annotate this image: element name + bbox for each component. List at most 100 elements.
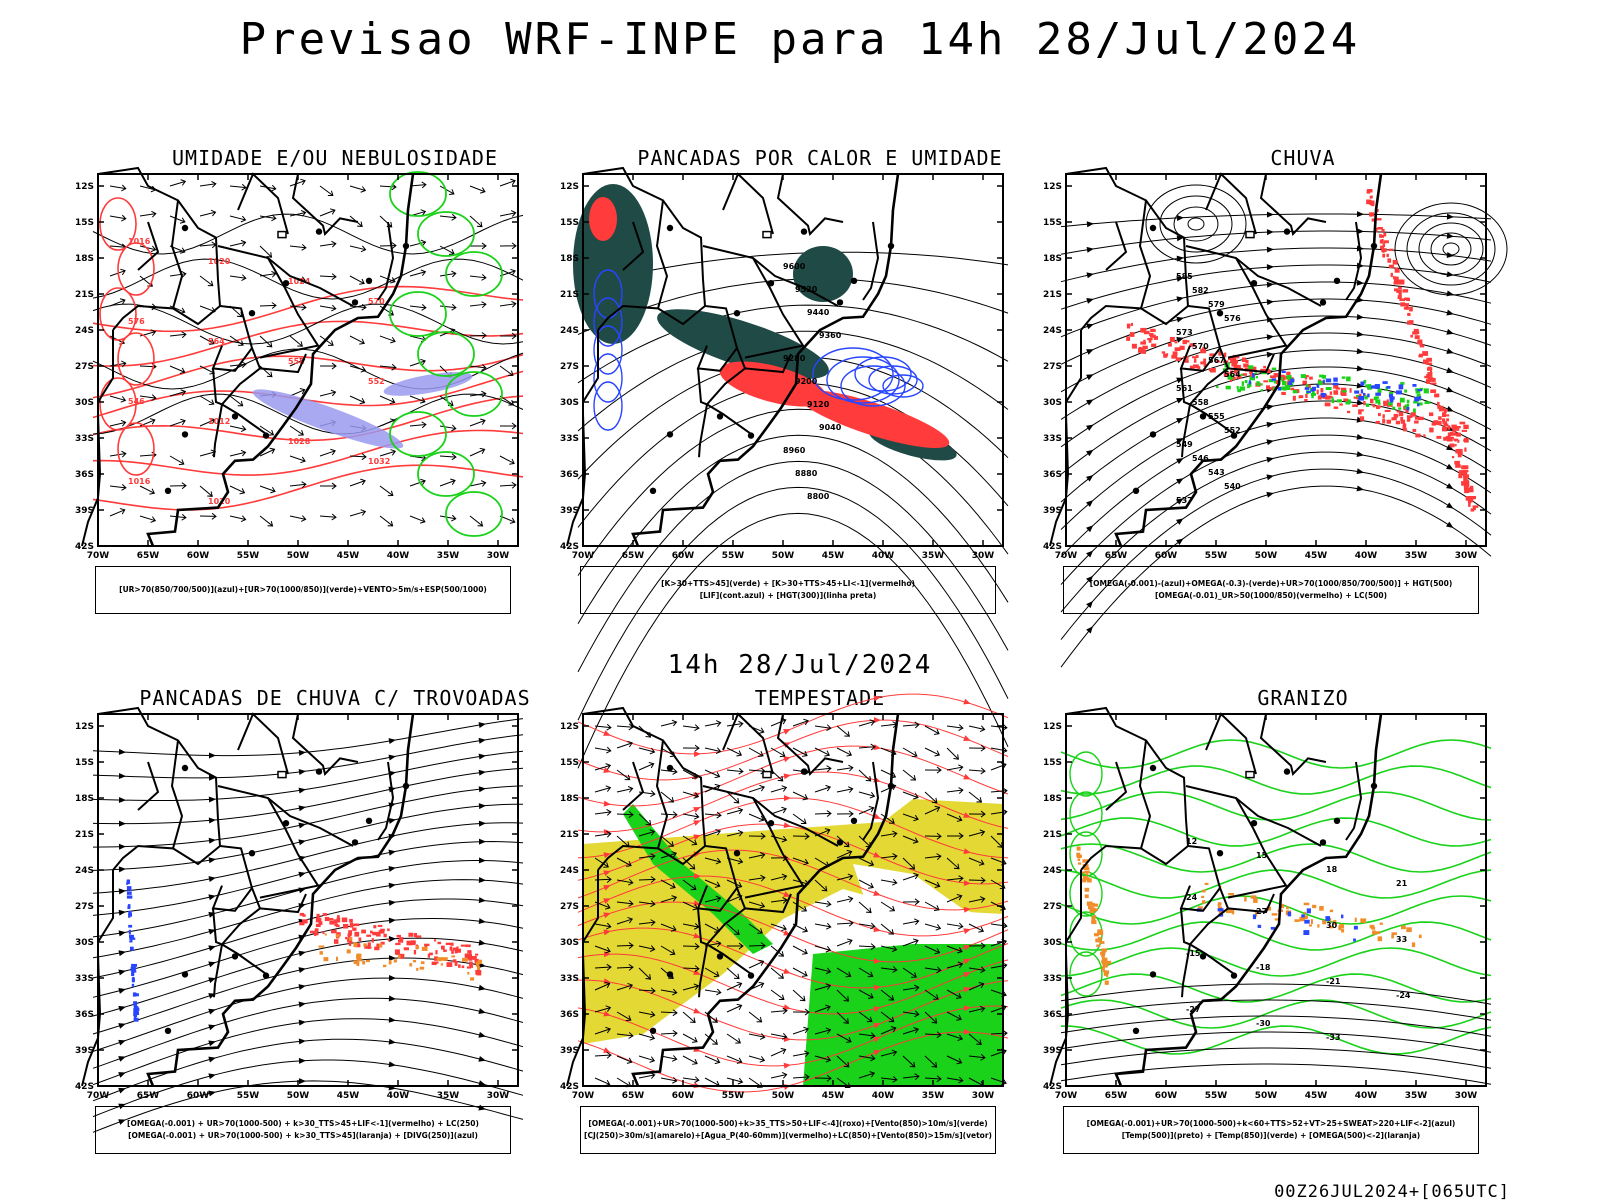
border-line [776,173,844,237]
flow-arrow [873,926,881,933]
omega-speckle [1321,394,1326,398]
wind-arrow [409,515,426,524]
storm-speckle [353,960,360,965]
flow-arrow [298,822,306,829]
omega-speckle [1363,379,1367,384]
flow-arrow [1086,626,1093,634]
rain-speckle [1463,424,1469,430]
lif-contour [840,365,906,407]
omega-speckle [1373,397,1378,401]
wind-vector [990,723,1008,731]
rain-speckle [1341,393,1347,396]
wind-arrow [349,509,367,517]
omega-speckle [1271,378,1277,381]
lake-spot [800,768,808,775]
storm-speckle [435,950,438,955]
omega-speckle [1358,396,1365,401]
lat-tick-label: 27S [1043,902,1062,912]
omega-speckle [1415,388,1419,392]
border-line [862,221,880,301]
wind-arrow [289,388,306,397]
lon-tick-label: 40W [1355,551,1378,561]
omega-speckle [1288,381,1293,386]
storm-speckle [398,939,404,943]
omega-speckle [1083,867,1090,871]
flow-arrow [388,1038,396,1045]
omega-speckle [1385,386,1388,392]
flow-arrow [603,730,611,736]
border-line [259,797,320,899]
lon-tick-label: 30W [487,551,510,561]
wind-vector [858,719,876,727]
wind-arrow [229,395,244,407]
wind-vector [660,1055,678,1062]
rain-speckle [1320,388,1324,393]
rain-speckle [1144,330,1150,335]
lat-tick-label: 15S [560,758,579,768]
streamline [92,937,524,1017]
humidity-contour [417,211,475,257]
rain-speckle [1189,343,1196,347]
storm-speckle [462,957,468,962]
legend-line: [OMEGA(-0.001)+UR>70(1000-500)+k>35_TTS>… [588,1119,988,1128]
wind-arrow [229,449,247,457]
lif-contour [882,374,924,398]
hgt-contour [1060,213,1492,228]
wind-vector [858,922,876,930]
coastline [1114,713,1383,1087]
storm-speckle [376,932,381,937]
divergence-speckle [128,913,131,918]
border-line [1345,221,1363,301]
border-line [744,257,805,359]
wind-vector [902,1010,920,1018]
wind-arrow [259,245,273,258]
flow-arrow [963,812,971,818]
wind-vector [814,784,831,793]
flow-arrow [603,767,611,774]
teal-area [793,246,853,302]
wind-arrow [199,485,213,497]
wind-vector [836,895,854,903]
rain-speckle [1386,253,1389,258]
omega-speckle [1082,878,1087,883]
storm-speckle [367,942,371,946]
storm-speckle [365,946,372,949]
storm-speckle [302,919,308,924]
lif-contour [854,356,912,392]
contour-label: 15 [1256,851,1268,860]
wind-vector [638,967,652,980]
lon-tick-label: 70W [1055,551,1078,561]
omega-speckle [1299,916,1305,922]
wind-arrow [319,208,336,217]
rain-speckle [1197,366,1201,370]
flow-arrow [874,717,881,724]
omega-speckle [1254,372,1257,375]
storm-speckle [451,955,456,958]
rain-speckle [1443,423,1449,427]
rain-speckle [1451,424,1457,430]
rain-speckle [1381,228,1385,233]
omega-speckle [1375,399,1381,404]
omega-speckle [1241,381,1244,386]
omega-speckle [1105,960,1112,965]
rain-speckle [1380,245,1385,249]
lon-tick-label: 65W [137,551,160,561]
wind-arrow [409,395,426,404]
legend-line: [LIF](cont.azul) + [HGT(300)](linha pret… [699,591,877,600]
lake-spot [850,277,858,284]
vortex-line [1430,232,1472,266]
lake-spot [887,782,895,790]
divergence-speckle [128,924,133,928]
lake-spot [231,953,239,960]
flow-arrow [963,972,971,978]
wind-vector [814,945,832,953]
flow-arrow [1086,399,1094,406]
rain-speckle [1353,396,1360,399]
lake-spot [248,850,256,857]
omega-speckle [1204,882,1209,885]
wind-vector [902,747,918,758]
omega-speckle [1322,920,1327,925]
wind-vector [880,966,898,973]
wind-vector [748,959,765,969]
lat-tick-label: 24S [1043,326,1062,336]
